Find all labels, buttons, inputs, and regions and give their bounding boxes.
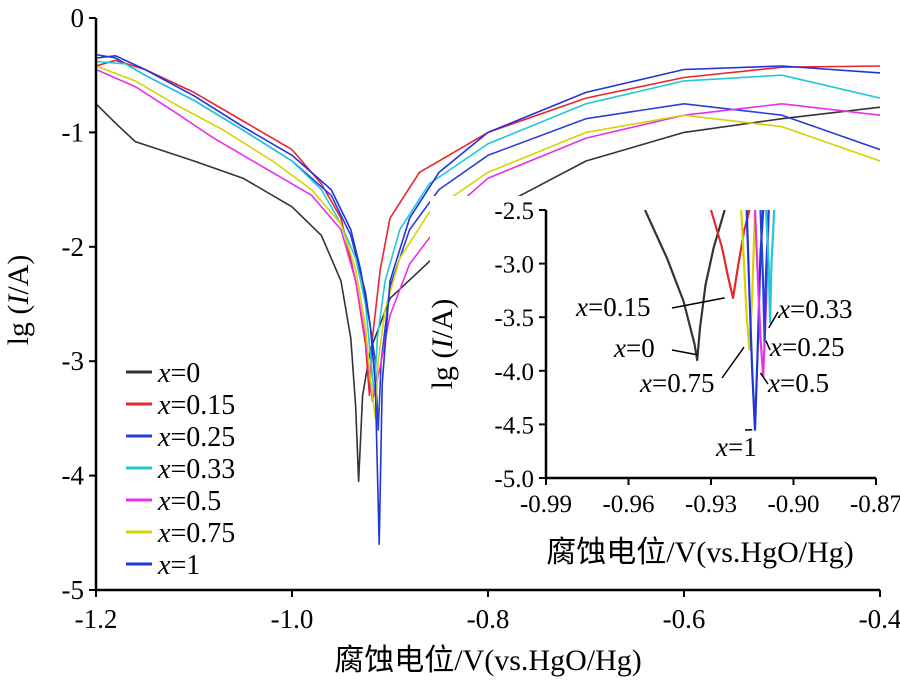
inset-annotation-label-1: x=0 — [613, 333, 655, 363]
inset-annotation-label-0: x=0.15 — [575, 292, 650, 322]
inset-series-line-2 — [740, 210, 757, 351]
main-y-tick-label-0: 0 — [71, 3, 85, 33]
inset-x-axis-label: 腐蚀电位/V(vs.HgO/Hg) — [546, 536, 854, 569]
inset-x-tick-label-1: -0.96 — [602, 491, 654, 518]
inset-annotation-leader-5 — [765, 340, 771, 351]
inset-plot-bg — [546, 210, 876, 478]
inset-y-tick-label-1: -3.0 — [494, 252, 534, 279]
inset-annotation-leader-1 — [671, 349, 698, 356]
legend-label-1: x=0.15 — [157, 390, 235, 421]
inset-annotation-leader-2 — [721, 346, 745, 379]
inset-series-line-5 — [759, 210, 770, 342]
main-y-tick-label-1: -1 — [62, 117, 85, 147]
inset-annotation-label-2: x=0.75 — [639, 368, 714, 398]
inset-series-line-0 — [643, 210, 726, 362]
main-y-axis-label: lg (I/A) — [2, 255, 35, 346]
legend-label-6: x=1 — [157, 550, 200, 581]
inset-y-tick-label-5: -5.0 — [494, 466, 534, 493]
main-x-tick-label-4: -0.4 — [859, 604, 900, 634]
inset-annotation-leader-0 — [671, 297, 725, 309]
inset-annotation-label-6: x=0.5 — [767, 368, 829, 398]
inset-y-tick-label-3: -4.0 — [494, 359, 534, 386]
inset-series-line-3 — [745, 210, 765, 431]
main-x-axis-label: 腐蚀电位/V(vs.HgO/Hg) — [334, 644, 642, 677]
main-x-tick-label-2: -0.8 — [467, 604, 510, 634]
main-series-line-0 — [96, 103, 880, 483]
inset-annotation-leader-6 — [759, 372, 769, 385]
main-series-line-6 — [96, 55, 880, 545]
main-y-tick-label-4: -4 — [62, 461, 85, 491]
main-panel: -1.2 -1.0 -0.8 -0.6 -0.4 0 -1 -2 -3 -4 -5 腐蚀电位/V(vs… — [2, 3, 900, 677]
inset-annotation-label-4: x=0.33 — [777, 294, 852, 324]
inset-series-group — [643, 210, 776, 431]
main-series-line-3 — [96, 60, 880, 397]
legend-label-0: x=0 — [157, 358, 200, 389]
main-y-tick-label-3: -3 — [62, 346, 85, 376]
inset-y-tick-label-0: -2.5 — [494, 198, 534, 225]
main-series-line-5 — [96, 65, 880, 420]
inset-y-axis-label: lg (I/A) — [426, 299, 459, 390]
inset-y-tick-label-4: -4.5 — [494, 412, 534, 439]
legend-label-2: x=0.25 — [157, 422, 235, 453]
inset-series-line-6 — [764, 210, 776, 324]
inset-x-tick-label-2: -0.93 — [685, 491, 737, 518]
inset-series-line-1 — [709, 210, 751, 299]
legend: x=0x=0.15x=0.25x=0.33x=0.5x=0.75x=1 — [126, 358, 235, 581]
main-y-tick-label-2: -2 — [62, 232, 85, 262]
main-x-tick-label-0: -1.2 — [75, 604, 118, 634]
main-series-group — [96, 53, 880, 545]
inset-annotation-leader-4 — [768, 311, 779, 329]
inset-x-tick-label-0: -0.99 — [520, 491, 572, 518]
legend-label-5: x=0.75 — [157, 518, 235, 549]
main-series-line-1 — [96, 59, 880, 397]
inset-annotation-label-5: x=0.25 — [769, 332, 844, 362]
inset-annotations: x=0.15 x=0 x=0.75 x=1 x=0.33 x=0.25 x=0.5 — [575, 292, 852, 462]
main-x-tick-label-1: -1.0 — [271, 604, 314, 634]
inset-x-tick-label-3: -0.90 — [767, 491, 819, 518]
legend-label-3: x=0.33 — [157, 454, 235, 485]
inset-x-tick-label-4: -0.87 — [850, 491, 900, 518]
legend-label-4: x=0.5 — [157, 486, 221, 517]
inset-panel: -0.99 -0.96 -0.93 -0.90 -0.87 -2.5 -3.0 -3.5 -4.… — [426, 198, 900, 569]
main-x-tick-label-3: -0.6 — [663, 604, 706, 634]
inset-y-tick-label-2: -3.5 — [494, 305, 534, 332]
inset-annotation-label-3: x=1 — [715, 432, 757, 462]
main-y-tick-label-5: -5 — [62, 575, 85, 605]
